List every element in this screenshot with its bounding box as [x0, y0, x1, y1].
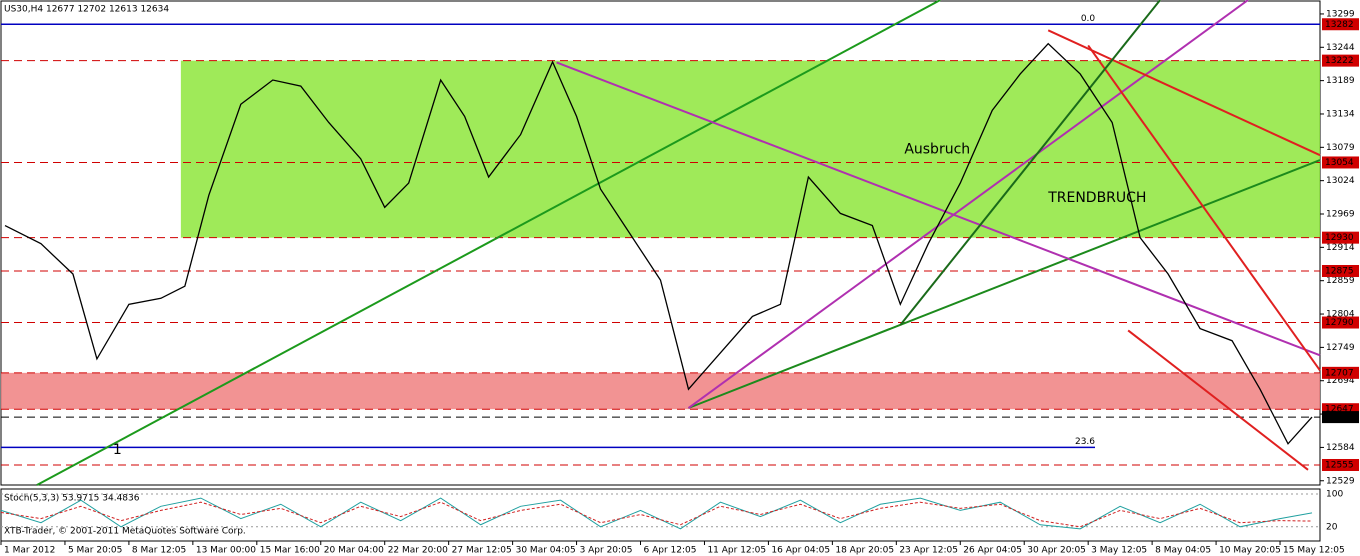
stoch-signal	[0, 501, 1313, 528]
trend-line	[687, 0, 1249, 409]
y-tick-label: 13024	[1326, 176, 1355, 186]
level-tag	[1322, 18, 1359, 31]
x-tick-label: 3 Apr 20:05	[580, 546, 633, 556]
x-tick-label: 11 Apr 12:05	[707, 546, 766, 556]
trend-line	[1127, 329, 1309, 471]
annotation: TRENDBRUCH	[1047, 190, 1146, 206]
main-frame	[0, 0, 1321, 486]
level-tag	[1322, 316, 1359, 329]
level-label: 13282	[1325, 20, 1354, 30]
y-tick-label: 13244	[1326, 43, 1355, 53]
level-label: 12647	[1325, 405, 1354, 415]
y-tick-label: 13189	[1326, 76, 1355, 86]
level-tag	[1322, 156, 1359, 169]
y-tick-label: 13299	[1326, 9, 1355, 19]
level-label: 12707	[1325, 368, 1354, 378]
y-tick-label: 12859	[1326, 276, 1355, 286]
level-label: 12875	[1325, 266, 1354, 276]
annotation: Ausbruch	[904, 142, 970, 158]
fib-label: 0.0	[1081, 14, 1096, 24]
x-tick-label: 8 May 04:05	[1155, 546, 1211, 556]
zone	[180, 60, 1320, 238]
x-tick-label: 10 May 20:05	[1219, 546, 1281, 556]
x-tick-label: 30 Mar 04:05	[516, 546, 576, 556]
annotation: 1	[113, 442, 122, 458]
copyright: XTB-Trader, © 2001-2011 MetaQuotes Softw…	[4, 527, 246, 537]
price-line	[4, 42, 1313, 445]
x-tick-label: 30 Apr 20:05	[1027, 546, 1086, 556]
x-tick-label: 18 Apr 20:05	[835, 546, 894, 556]
chart-title: US30,H4 12677 12702 12613 12634	[4, 5, 169, 15]
x-tick-label: 15 Mar 16:00	[260, 546, 320, 556]
level-label: 12555	[1325, 460, 1354, 470]
trend-line	[1047, 29, 1321, 157]
x-tick-label: 13 Mar 00:00	[196, 546, 256, 556]
level-label: 12634	[1325, 413, 1354, 423]
level-label: 12930	[1325, 233, 1354, 243]
y-tick-label: 12804	[1326, 310, 1355, 320]
level-tag	[1322, 366, 1359, 379]
x-tick-label: 16 Apr 04:05	[771, 546, 830, 556]
level-tag	[1322, 411, 1359, 424]
stoch-tick-label: 100	[1326, 490, 1343, 500]
y-tick-label: 12969	[1326, 210, 1355, 220]
level-label: 13222	[1325, 56, 1354, 66]
level-tag	[1322, 264, 1359, 277]
y-tick-label: 12529	[1326, 476, 1355, 486]
x-tick-label: 22 Mar 20:00	[388, 546, 448, 556]
y-tick-label: 12914	[1326, 243, 1355, 253]
level-tag	[1322, 458, 1359, 471]
x-tick-label: 15 May 12:05	[1283, 546, 1345, 556]
trend-line	[899, 0, 1161, 326]
x-tick-label: 1 Mar 2012	[4, 546, 55, 556]
y-tick-label: 13134	[1326, 109, 1355, 119]
x-tick-label: 27 Mar 12:05	[452, 546, 512, 556]
fib-label: 23.6	[1075, 437, 1095, 447]
stoch-title: Stoch(5,3,3) 53.9715 34.4836	[4, 494, 140, 504]
sub-frame	[0, 488, 1321, 542]
x-tick-label: 5 Mar 20:05	[68, 546, 122, 556]
trend-line	[688, 159, 1321, 409]
x-tick-label: 26 Apr 04:05	[963, 546, 1022, 556]
trend-line	[556, 61, 1321, 357]
zone	[1, 372, 1320, 410]
level-tag	[1322, 231, 1359, 244]
x-tick-label: 23 Apr 12:05	[899, 546, 958, 556]
stoch-tick-label: 20	[1326, 522, 1338, 532]
x-tick-label: 20 Mar 04:00	[324, 546, 384, 556]
level-tag	[1322, 54, 1359, 67]
x-tick-label: 3 May 12:05	[1091, 546, 1147, 556]
level-label: 13054	[1325, 158, 1354, 168]
y-tick-label: 12584	[1326, 443, 1355, 453]
y-tick-label: 13079	[1326, 143, 1355, 153]
trend-line	[36, 0, 941, 486]
y-tick-label: 12749	[1326, 343, 1355, 353]
x-tick-label: 8 Mar 12:05	[132, 546, 186, 556]
level-label: 12790	[1325, 318, 1354, 328]
x-tick-label: 6 Apr 12:05	[644, 546, 697, 556]
trend-line	[1087, 44, 1321, 371]
y-tick-label: 12694	[1326, 376, 1355, 386]
